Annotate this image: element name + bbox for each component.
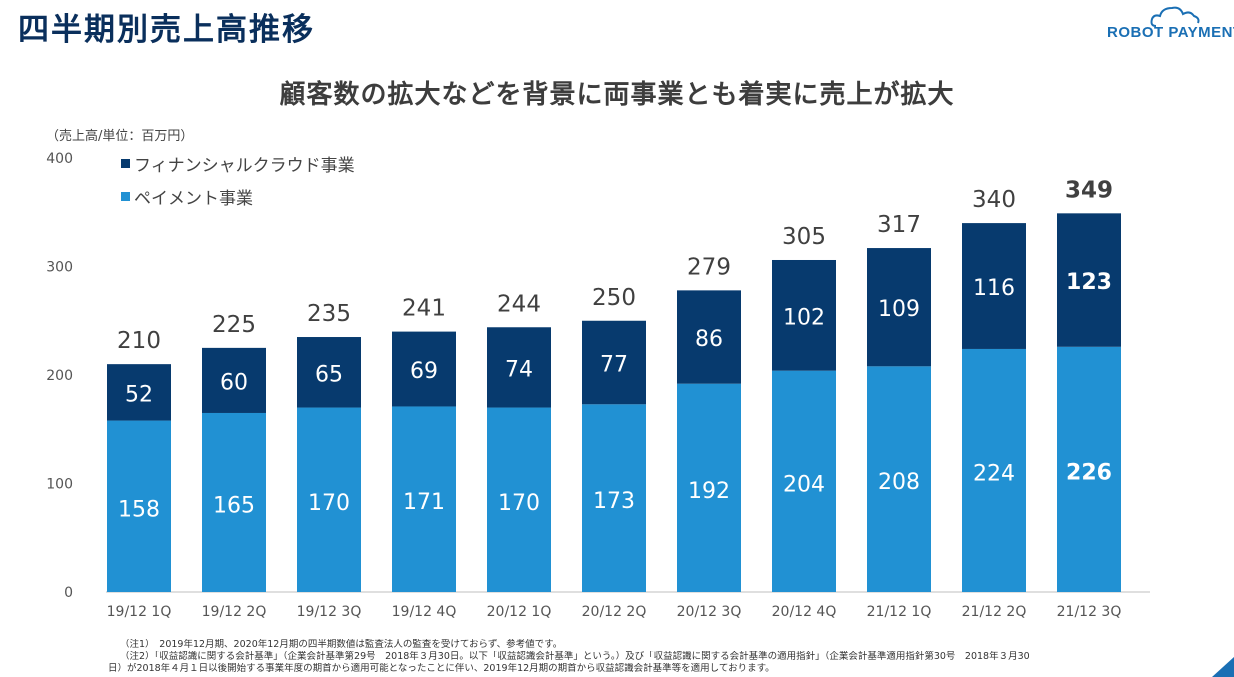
bar-payment: [962, 348, 1026, 592]
data-label-total: 225: [212, 312, 256, 338]
bar-fincloud: [202, 347, 266, 413]
logo-text: ROBOT PAYMENT: [1107, 24, 1234, 41]
x-tick-label: 21/12 1Q: [867, 604, 932, 620]
legend-label: ペイメント事業: [134, 189, 253, 209]
data-label-payment: 173: [593, 489, 635, 514]
bar-payment: [677, 383, 741, 592]
data-label-payment: 204: [783, 472, 825, 497]
bar-payment: [107, 420, 171, 592]
x-tick-label: 20/12 1Q: [487, 604, 552, 620]
y-tick-label: 0: [64, 585, 73, 601]
bar-payment: [202, 412, 266, 592]
data-label-fincloud: 77: [600, 353, 628, 378]
bar-fincloud: [1057, 213, 1121, 347]
bar-payment: [487, 407, 551, 592]
bar-fincloud: [107, 364, 171, 421]
data-label-total: 305: [782, 224, 826, 250]
bar-payment: [867, 366, 931, 592]
data-label-fincloud: 109: [878, 297, 920, 322]
footnote-2: （注2）「収益認識に関する会計基準」（企業会計基準第29号 2018年３月30日…: [120, 651, 1030, 662]
data-label-total: 244: [497, 291, 541, 317]
data-label-total: 340: [972, 187, 1016, 213]
corner-accent-shape: [1212, 657, 1234, 677]
data-label-fincloud: 116: [973, 276, 1015, 301]
chart-subtitle: 顧客数の拡大などを背景に両事業とも着実に売上が拡大: [279, 80, 955, 110]
data-label-fincloud: 74: [505, 357, 533, 382]
data-label-fincloud: 86: [695, 327, 723, 352]
y-tick-label: 300: [46, 260, 73, 276]
data-label-payment: 226: [1066, 460, 1112, 485]
data-label-total: 235: [307, 301, 351, 327]
data-label-fincloud: 60: [220, 370, 248, 395]
cloud-icon: [1150, 6, 1200, 27]
footnotes: （注1） 2019年12月期、2020年12月期の四半期数値は監査法人の監査を受…: [108, 639, 1234, 675]
x-tick-label: 20/12 2Q: [582, 604, 647, 620]
data-label-total: 279: [687, 254, 731, 280]
data-label-payment: 158: [118, 497, 160, 522]
bar-payment: [582, 404, 646, 592]
x-tick-label: 19/12 2Q: [202, 604, 267, 620]
x-tick-label: 20/12 3Q: [677, 604, 742, 620]
x-tick-label: 19/12 3Q: [297, 604, 362, 620]
y-tick-label: 100: [46, 477, 73, 493]
x-tick-label: 21/12 3Q: [1057, 604, 1122, 620]
data-label-total: 349: [1065, 177, 1113, 203]
data-label-fincloud: 123: [1066, 270, 1112, 295]
x-tick-label: 19/12 4Q: [392, 604, 457, 620]
data-label-total: 210: [117, 328, 161, 354]
data-label-fincloud: 65: [315, 362, 343, 387]
footnote-2-cont: 日）が2018年４月１日以後開始する事業年度の期首から適用可能となったことに伴い…: [108, 663, 775, 674]
data-label-total: 317: [877, 212, 921, 238]
bar-fincloud: [582, 320, 646, 405]
bar-fincloud: [392, 331, 456, 407]
data-label-payment: 170: [308, 491, 350, 516]
page-title: 四半期別売上高推移: [18, 12, 315, 48]
bar-fincloud: [487, 327, 551, 408]
data-label-payment: 170: [498, 491, 540, 516]
data-label-payment: 224: [973, 461, 1015, 486]
legend-label: フィナンシャルクラウド事業: [134, 156, 355, 176]
data-label-payment: 192: [688, 479, 730, 504]
data-label-payment: 171: [403, 490, 445, 515]
bar-payment: [772, 370, 836, 592]
data-label-fincloud: 102: [783, 305, 825, 330]
company-logo: ROBOT PAYMENT: [1104, 4, 1234, 46]
x-tick-label: 20/12 4Q: [772, 604, 837, 620]
bar-fincloud: [867, 248, 931, 367]
legend-swatch: [121, 159, 130, 168]
data-label-fincloud: 52: [125, 382, 153, 407]
data-label-payment: 165: [213, 493, 255, 518]
footnote-1: （注1） 2019年12月期、2020年12月期の四半期数値は監査法人の監査を受…: [120, 639, 563, 650]
bar-fincloud: [962, 223, 1026, 349]
y-tick-label: 200: [46, 368, 73, 384]
x-tick-label: 21/12 2Q: [962, 604, 1027, 620]
data-label-total: 250: [592, 285, 636, 311]
bar-payment: [297, 407, 361, 592]
x-tick-label: 19/12 1Q: [107, 604, 172, 620]
data-label-fincloud: 69: [410, 359, 438, 384]
bar-fincloud: [297, 337, 361, 408]
y-tick-label: 400: [46, 151, 73, 167]
bar-payment: [392, 406, 456, 592]
data-label-total: 241: [402, 296, 446, 322]
data-label-payment: 208: [878, 470, 920, 495]
bar-fincloud: [677, 290, 741, 384]
legend-swatch: [121, 192, 130, 201]
unit-label: （売上高/単位：百万円）: [46, 129, 194, 144]
bar-payment: [1057, 346, 1121, 592]
bar-fincloud: [772, 259, 836, 371]
